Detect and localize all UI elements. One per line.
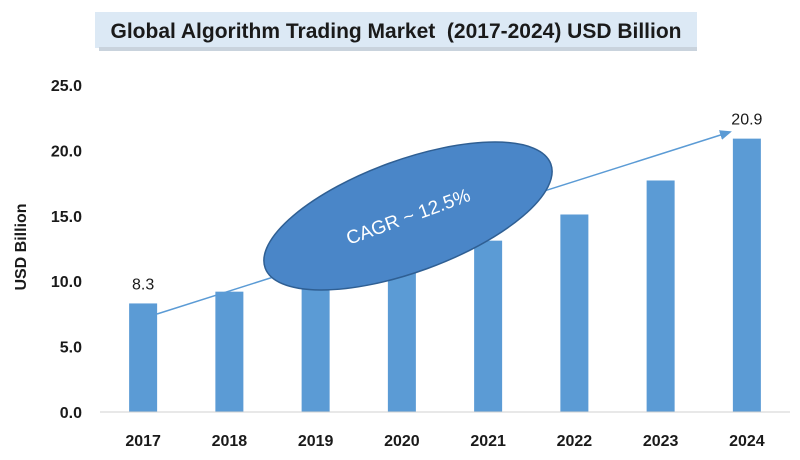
y-tick-label: 20.0 <box>51 143 82 160</box>
y-tick-label: 0.0 <box>60 405 82 422</box>
bar-2021 <box>474 240 503 412</box>
bars <box>129 138 761 413</box>
x-tick-label: 2019 <box>298 433 334 450</box>
x-tick-label: 2023 <box>643 433 679 450</box>
x-tick-label: 2017 <box>125 433 161 450</box>
cagr-annotation: CAGR ~ 12.5% <box>263 141 553 291</box>
y-axis-label: USD Billion <box>13 203 30 290</box>
y-tick-label: 15.0 <box>51 209 82 226</box>
data-labels: 8.3 20.9 <box>132 112 763 294</box>
y-axis-ticks: 0.0 5.0 10.0 15.0 20.0 25.0 <box>51 78 82 422</box>
bar-2017 <box>129 303 158 412</box>
bar-2024 <box>732 138 761 413</box>
bar-2018 <box>215 291 244 412</box>
bar-2023 <box>646 180 675 412</box>
bar-2019 <box>301 277 330 412</box>
y-tick-label: 10.0 <box>51 274 82 291</box>
bar-2020 <box>387 258 416 412</box>
x-tick-label: 2024 <box>729 433 765 450</box>
chart-title: Global Algorithm Trading Market (2017-20… <box>111 20 682 43</box>
bar-2022 <box>560 214 589 412</box>
x-tick-label: 2018 <box>212 433 248 450</box>
x-tick-label: 2022 <box>557 433 593 450</box>
data-label-2017: 8.3 <box>132 276 154 293</box>
cagr-ellipse <box>263 141 553 291</box>
title-band-shadow <box>99 47 697 51</box>
title-band <box>95 12 697 48</box>
y-tick-label: 5.0 <box>60 340 82 357</box>
x-tick-label: 2021 <box>470 433 506 450</box>
y-tick-label: 25.0 <box>51 78 82 95</box>
x-tick-label: 2020 <box>384 433 420 450</box>
data-label-2024: 20.9 <box>731 112 762 129</box>
x-axis-ticks: 2017 2018 2019 2020 2021 2022 2023 2024 <box>125 433 764 450</box>
